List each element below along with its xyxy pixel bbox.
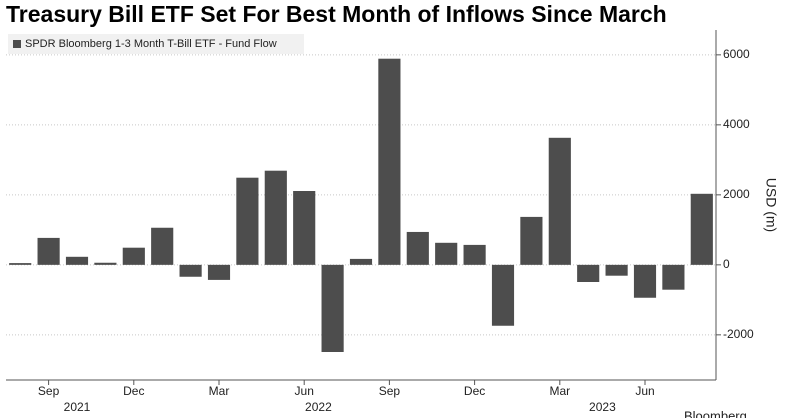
bar [406,231,429,265]
x-tick-label: Dec [464,384,485,398]
source: Bloomberg [684,408,747,418]
y-tick-label: 2000 [723,187,750,201]
bar [662,264,685,290]
bar [378,58,401,265]
x-tick-label: Jun [295,384,314,398]
bar [520,216,543,265]
bar [293,191,316,265]
legend-swatch [13,40,21,48]
bar [207,264,231,280]
bar [435,242,458,265]
y-tick-label: 6000 [723,47,750,61]
bar [151,227,174,265]
y-axis-label: USD (m) [763,178,779,232]
x-tick-label: Mar [549,384,570,398]
bar [349,258,373,265]
legend-label: SPDR Bloomberg 1-3 Month T-Bill ETF - Fu… [25,38,277,50]
year-label: 2022 [305,400,332,414]
legend-box [8,34,304,54]
bar [548,137,571,265]
bar [463,244,486,265]
y-tick-label: -2000 [723,327,754,341]
bar [491,264,515,326]
x-tick-label: Sep [379,384,401,398]
bar [179,264,202,277]
bar [9,263,32,265]
bar [264,170,287,265]
bar [37,237,60,265]
y-tick-label: 4000 [723,117,750,131]
x-tick-label: Sep [38,384,60,398]
year-label: 2023 [589,400,616,414]
x-tick-label: Mar [209,384,230,398]
x-tick-label: Jun [635,384,654,398]
y-tick-label: 0 [723,257,730,271]
chart-title: Treasury Bill ETF Set For Best Month of … [6,1,667,27]
year-label: 2021 [64,400,91,414]
bar [65,256,89,265]
bar [236,177,259,265]
bar [605,264,628,276]
bar [690,193,713,265]
bar [122,247,145,265]
bar [94,262,117,265]
bar [321,264,344,352]
x-tick-label: Dec [123,384,144,398]
bar [633,264,657,298]
bar [577,264,600,282]
